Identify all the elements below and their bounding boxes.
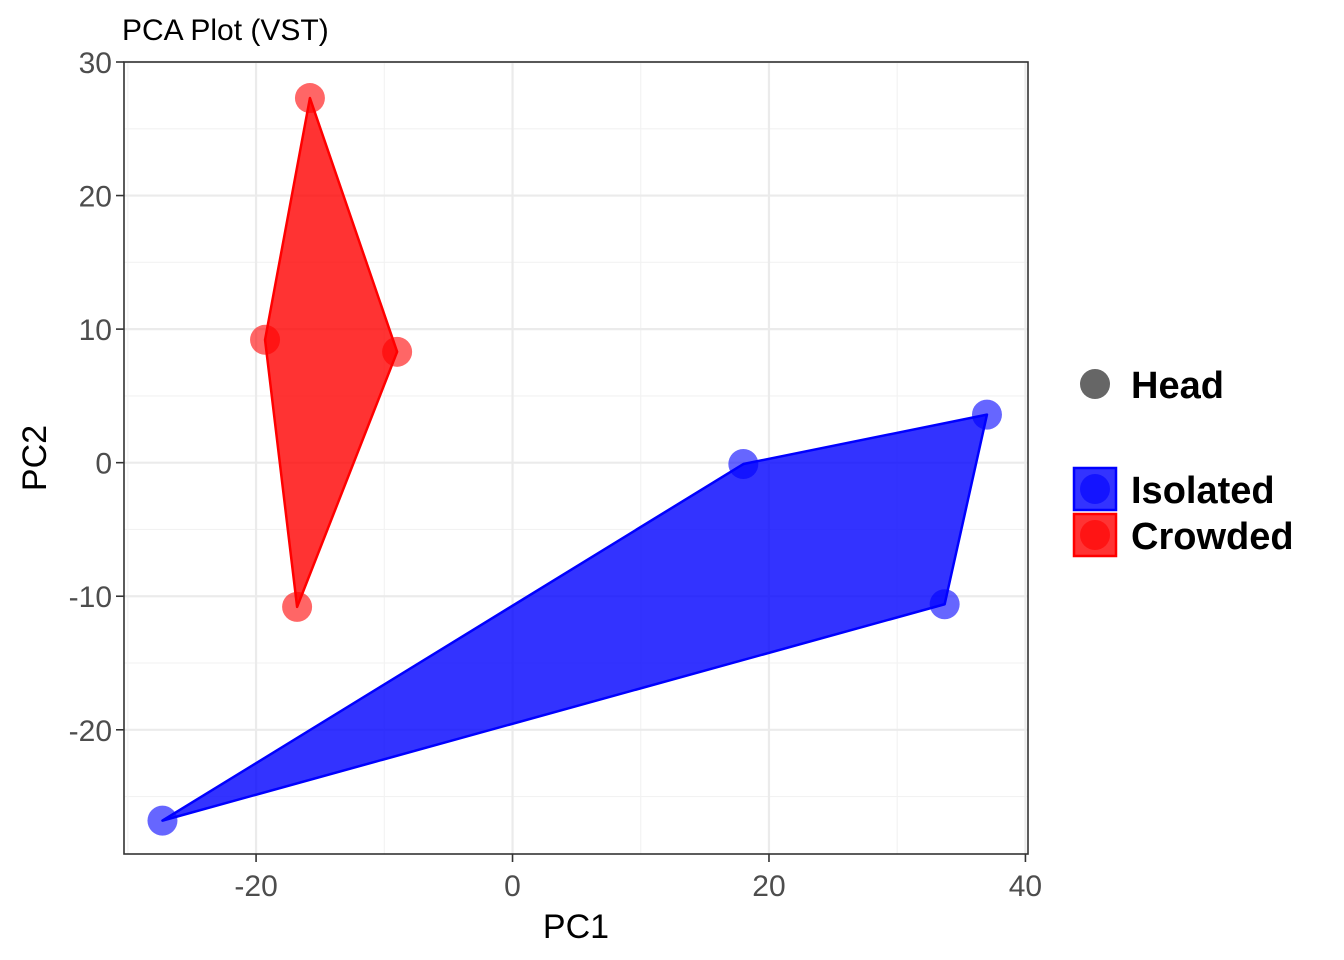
data-point-crowded: [294, 83, 325, 114]
legend-item-crowded: Crowded: [1072, 512, 1294, 558]
hull-crowded: [263, 96, 399, 609]
y-tick-label: 10: [79, 314, 112, 347]
x-tick-label: 0: [504, 870, 521, 903]
legend-marker-isolated: [1080, 474, 1110, 504]
legend-label-crowded: Crowded: [1131, 516, 1294, 558]
data-point-crowded: [250, 324, 281, 355]
legend-marker-crowded: [1080, 520, 1110, 550]
legend-shape-item: Head: [1080, 365, 1224, 407]
y-tick-label: -10: [69, 581, 112, 614]
x-tick-label: 20: [752, 870, 785, 903]
legend-head-label: Head: [1131, 365, 1224, 407]
series-layer: [147, 83, 1002, 836]
y-axis-title: PC2: [16, 425, 54, 491]
x-tick-label: 40: [1009, 870, 1042, 903]
data-point-isolated: [728, 449, 759, 480]
y-tick-label: 0: [95, 448, 112, 481]
panel-border: [123, 61, 1029, 855]
legend-label-isolated: Isolated: [1131, 470, 1275, 512]
data-point-crowded: [282, 591, 313, 622]
x-tick-label: -20: [234, 870, 277, 903]
legend-head-marker: [1080, 369, 1110, 399]
data-point-isolated: [929, 589, 960, 620]
legend-item-isolated: Isolated: [1072, 466, 1275, 512]
y-tick-label: 20: [79, 181, 112, 214]
data-point-isolated: [147, 805, 178, 836]
x-axis-title: PC1: [543, 908, 609, 946]
axes: -20 0 20 40 -20 -10 0 10 20 30: [69, 47, 1042, 903]
chart-title: PCA Plot (VST): [122, 14, 329, 47]
data-point-isolated: [971, 399, 1002, 430]
data-point-crowded: [382, 336, 413, 367]
y-tick-label: -20: [69, 715, 112, 748]
series-isolated: [147, 399, 1002, 836]
series-crowded: [250, 83, 413, 622]
y-tick-label: 30: [79, 47, 112, 80]
